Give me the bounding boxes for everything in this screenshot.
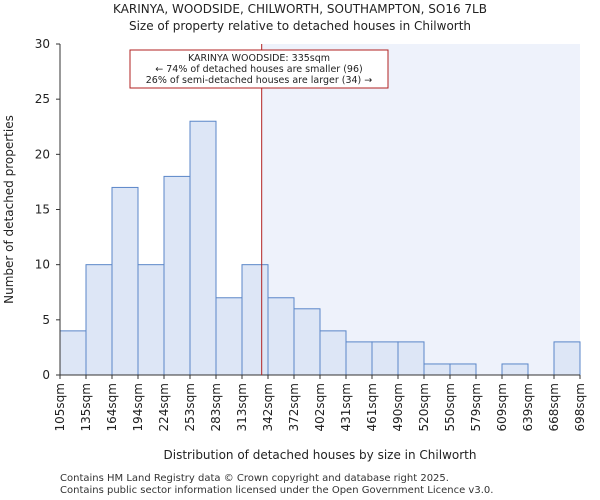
y-axis-label: Number of detached properties: [2, 115, 16, 304]
x-tick-label: 550sqm: [443, 383, 457, 431]
x-tick-label: 402sqm: [313, 383, 327, 431]
chart-subtitle: Size of property relative to detached ho…: [128, 19, 472, 33]
x-tick-label: 342sqm: [261, 383, 275, 431]
x-tick-label: 313sqm: [235, 383, 249, 431]
x-tick-label: 431sqm: [339, 383, 353, 431]
histogram-chart: 0 5 10 15 20 25 30 105sqm 135sqm 164sqm 194sqm 224…: [2, 37, 587, 462]
x-tick-label: 283sqm: [209, 383, 223, 431]
y-tick-label: 0: [42, 368, 50, 382]
bar-1: [85, 264, 113, 376]
annotation-box: [129, 49, 389, 89]
y-tick-label: 25: [35, 92, 50, 106]
bar-12: [371, 341, 399, 376]
bar-10: [319, 330, 347, 376]
chart-title: KARINYA, WOODSIDE, CHILWORTH, SOUTHAMPTO…: [113, 2, 487, 16]
bar-3: [137, 264, 165, 376]
footer-line-2: Contains public sector information licen…: [60, 485, 494, 496]
x-tick-label: 520sqm: [417, 383, 431, 431]
annotation-line-3: 26% of semi-detached houses are larger (…: [146, 75, 373, 86]
bar-5: [189, 120, 217, 376]
y-tick-label: 5: [42, 313, 50, 327]
bar-0: [59, 330, 87, 376]
x-tick-label: 135sqm: [79, 383, 93, 431]
bar-2: [111, 186, 139, 376]
x-tick-label: 609sqm: [495, 383, 509, 431]
x-tick-label: 164sqm: [105, 383, 119, 431]
x-tick-label: 105sqm: [53, 383, 67, 431]
y-tick-label: 10: [35, 258, 50, 272]
x-tick-label: 253sqm: [183, 383, 197, 431]
bar-13: [397, 341, 425, 376]
bar-4: [163, 175, 191, 376]
x-tick-label: 668sqm: [547, 383, 561, 431]
y-tick-label: 30: [35, 37, 50, 51]
bar-6: [215, 297, 243, 376]
x-tick-label: 490sqm: [391, 383, 405, 431]
y-tick-label: 20: [35, 147, 50, 161]
bar-11: [345, 341, 373, 376]
annotation-line-2: ← 74% of detached houses are smaller (96…: [155, 64, 362, 75]
bar-8: [267, 297, 295, 376]
bar-17: [501, 363, 529, 376]
bar-19: [553, 341, 581, 376]
bar-15: [449, 363, 477, 376]
annotation-line-1: KARINYA WOODSIDE: 335sqm: [188, 53, 330, 64]
x-tick-label: 579sqm: [469, 383, 483, 431]
x-tick-label: 698sqm: [573, 383, 587, 431]
x-tick-label: 372sqm: [287, 383, 301, 431]
x-tick-label: 639sqm: [521, 383, 535, 431]
y-tick-label: 15: [35, 203, 50, 217]
x-tick-label: 194sqm: [131, 383, 145, 431]
footer-line-1: Contains HM Land Registry data © Crown c…: [60, 473, 449, 484]
bar-7: [241, 264, 269, 376]
bar-14: [423, 363, 451, 376]
x-axis-label: Distribution of detached houses by size …: [164, 448, 477, 462]
x-tick-label: 461sqm: [365, 383, 379, 431]
x-tick-label: 224sqm: [157, 383, 171, 431]
bar-9: [293, 308, 321, 376]
